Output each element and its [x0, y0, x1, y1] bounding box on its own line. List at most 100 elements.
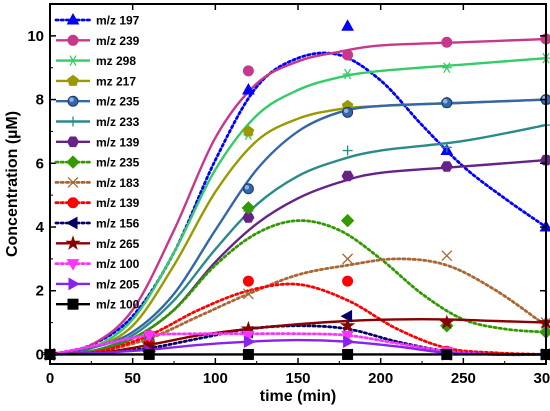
series-1-point: [341, 19, 354, 31]
x-tick-label: 50: [124, 370, 141, 387]
legend-item-4: mz 217: [56, 74, 136, 88]
legend-label: m/z 183: [96, 176, 140, 190]
legend-item-8: m/z 235: [54, 155, 140, 170]
legend-label: mz 217: [96, 74, 136, 88]
legend-swatch-marker: [67, 176, 79, 188]
series-6-point: [441, 142, 452, 153]
legend-swatch-marker: [67, 95, 79, 107]
x-tick-label: 0: [46, 370, 54, 387]
legend-item-10: m/z 139: [54, 196, 140, 210]
legend-item-7: m/z 139: [56, 135, 140, 149]
marker-stroke: [242, 288, 254, 300]
legend-label: m/z 139: [96, 196, 140, 210]
y-axis-title: Concentration (µM): [4, 111, 21, 257]
legend-swatch-marker: [67, 298, 79, 310]
marker-stroke: [441, 250, 453, 262]
marker-highlight: [343, 108, 349, 114]
series-15-point: [342, 348, 354, 360]
series-7-point: [440, 161, 453, 172]
legend-swatch-marker: [65, 216, 78, 230]
series-3-point: [342, 68, 353, 80]
legend-item-9: m/z 183: [54, 176, 140, 190]
legend-swatch-marker: [67, 197, 79, 209]
series-13-point: [142, 330, 156, 343]
legend-label: m/z 139: [96, 135, 140, 149]
x-tick-label: 200: [368, 370, 393, 387]
legend-label: m/z 235: [96, 95, 140, 109]
series-7-point: [242, 212, 255, 223]
series-15-point: [441, 348, 453, 360]
y-tick-label: 8: [36, 92, 44, 109]
legend-label: m/z 100: [96, 298, 140, 312]
legend-label: m/z 233: [96, 115, 140, 129]
series-3-line: [49, 56, 547, 356]
series-11-point: [340, 309, 353, 323]
series-2-point: [342, 49, 354, 61]
marker-stroke: [443, 62, 451, 74]
marker-highlight: [244, 185, 250, 190]
legend-label: m/z 205: [96, 277, 140, 291]
series-12-point: [339, 317, 356, 333]
legend-swatch-marker: [66, 155, 80, 169]
series-5-point: [242, 183, 254, 195]
series-6-point: [342, 145, 353, 156]
legend-label: m/z 197: [96, 14, 140, 28]
x-axis-title: time (min): [260, 388, 336, 405]
legend-item-2: m/z 239: [56, 34, 140, 48]
series-8-point: [340, 213, 355, 228]
legend-swatch-marker: [68, 116, 78, 127]
legend-item-6: m/z 233: [56, 115, 140, 129]
marker-highlight: [69, 97, 74, 102]
marker-stroke: [344, 68, 352, 80]
marker-highlight: [443, 99, 448, 104]
series-9-point: [441, 250, 453, 262]
axis-ticks: 0 50 100 150 200 250 300 0 2 4 6 8 10: [27, 4, 550, 387]
legend-item-15: m/z 100: [56, 298, 140, 312]
y-tick-label: 4: [36, 219, 45, 236]
series-10-point: [242, 275, 254, 287]
legend-item-11: m/z 156: [54, 216, 140, 231]
legend-label: m/z 235: [96, 156, 140, 170]
series-15-point: [143, 348, 155, 360]
legend-swatch-marker: [67, 34, 79, 46]
legend-swatch-marker: [68, 277, 81, 291]
series-2-point: [441, 36, 453, 48]
series-9-line: [48, 257, 548, 356]
legend-swatch-marker: [66, 12, 80, 25]
legend-item-12: m/z 265: [56, 235, 140, 251]
legend-swatch-marker: [67, 74, 79, 86]
legend-swatch-marker: [65, 235, 81, 250]
series-1-point: [242, 82, 255, 95]
series-8-point: [241, 201, 256, 215]
series-9-point: [242, 288, 254, 300]
series-14-point: [243, 335, 256, 349]
legend-label: m/z 265: [96, 237, 140, 251]
series-12-line: [49, 317, 547, 356]
x-tick-label: 100: [203, 370, 228, 387]
series-2-point: [242, 65, 254, 77]
legend-item-1: m/z 197: [54, 12, 140, 28]
series-5-line: [49, 98, 547, 356]
series-curves: [48, 37, 548, 357]
legend-item-13: m/z 100: [54, 257, 140, 271]
marker-stroke: [69, 55, 77, 66]
series-10-line: [48, 282, 548, 356]
legend-label: m/z 239: [96, 34, 140, 48]
legend-label: mz 298: [96, 54, 136, 68]
series-13-line: [48, 332, 548, 357]
x-tick-label: 300: [533, 370, 550, 387]
marker-stroke: [342, 253, 354, 265]
x-tick-label: 250: [451, 370, 476, 387]
series-10-point: [342, 275, 354, 287]
legend-label: m/z 156: [96, 217, 140, 231]
y-tick-label: 0: [36, 346, 44, 363]
series-2-line: [49, 37, 547, 356]
legend-swatch-marker: [66, 136, 80, 148]
legend-item-3: mz 298: [56, 54, 136, 68]
legend-item-14: m/z 205: [56, 277, 140, 291]
series-15-point: [242, 348, 254, 360]
legend-swatch-marker: [68, 55, 78, 66]
series-7-point: [341, 170, 354, 182]
series-9-point: [342, 253, 354, 265]
